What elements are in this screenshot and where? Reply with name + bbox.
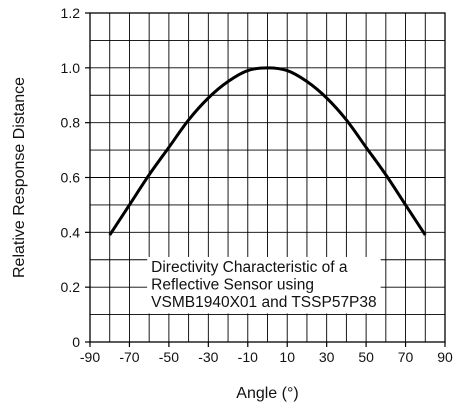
y-tick-label: 0 — [72, 334, 80, 350]
x-tick-label: 70 — [398, 349, 414, 365]
y-tick-label: 0.6 — [61, 170, 81, 186]
y-tick-label: 0.8 — [61, 115, 81, 131]
x-tick-label: 10 — [279, 349, 295, 365]
y-axis-label: Relative Response Distance — [11, 77, 28, 278]
annotation-line-2: Reflective Sensor using — [151, 276, 314, 293]
x-tick-label: -90 — [80, 349, 100, 365]
series-line-1 — [108, 66, 427, 236]
x-tick-label: -50 — [159, 349, 179, 365]
x-tick-label: 50 — [358, 349, 374, 365]
x-tick-label: 90 — [437, 349, 453, 365]
y-tick-label: 0.4 — [61, 224, 81, 240]
annotation: Directivity Characteristic of a Reflecti… — [147, 256, 381, 314]
annotation-background — [147, 256, 381, 314]
x-tick-label: 30 — [319, 349, 335, 365]
annotation-line-1: Directivity Characteristic of a — [151, 259, 348, 276]
y-tick-label: 1.2 — [61, 5, 81, 21]
y-tick-label: 1.0 — [61, 60, 81, 76]
x-tick-label: -30 — [198, 349, 218, 365]
x-tick-label: -10 — [238, 349, 258, 365]
x-axis-label: Angle (°) — [236, 385, 298, 402]
annotation-line-3: VSMB1940X01 and TSSP57P38 — [151, 294, 376, 311]
y-tick-label: 0.2 — [61, 279, 81, 295]
ticks: -90 -70 -50 -30 -10 10 30 50 70 90 0 0.2 0.4 0.6 0.8 1.… — [61, 5, 453, 365]
x-tick-label: -70 — [119, 349, 139, 365]
curve-layer — [108, 66, 427, 236]
